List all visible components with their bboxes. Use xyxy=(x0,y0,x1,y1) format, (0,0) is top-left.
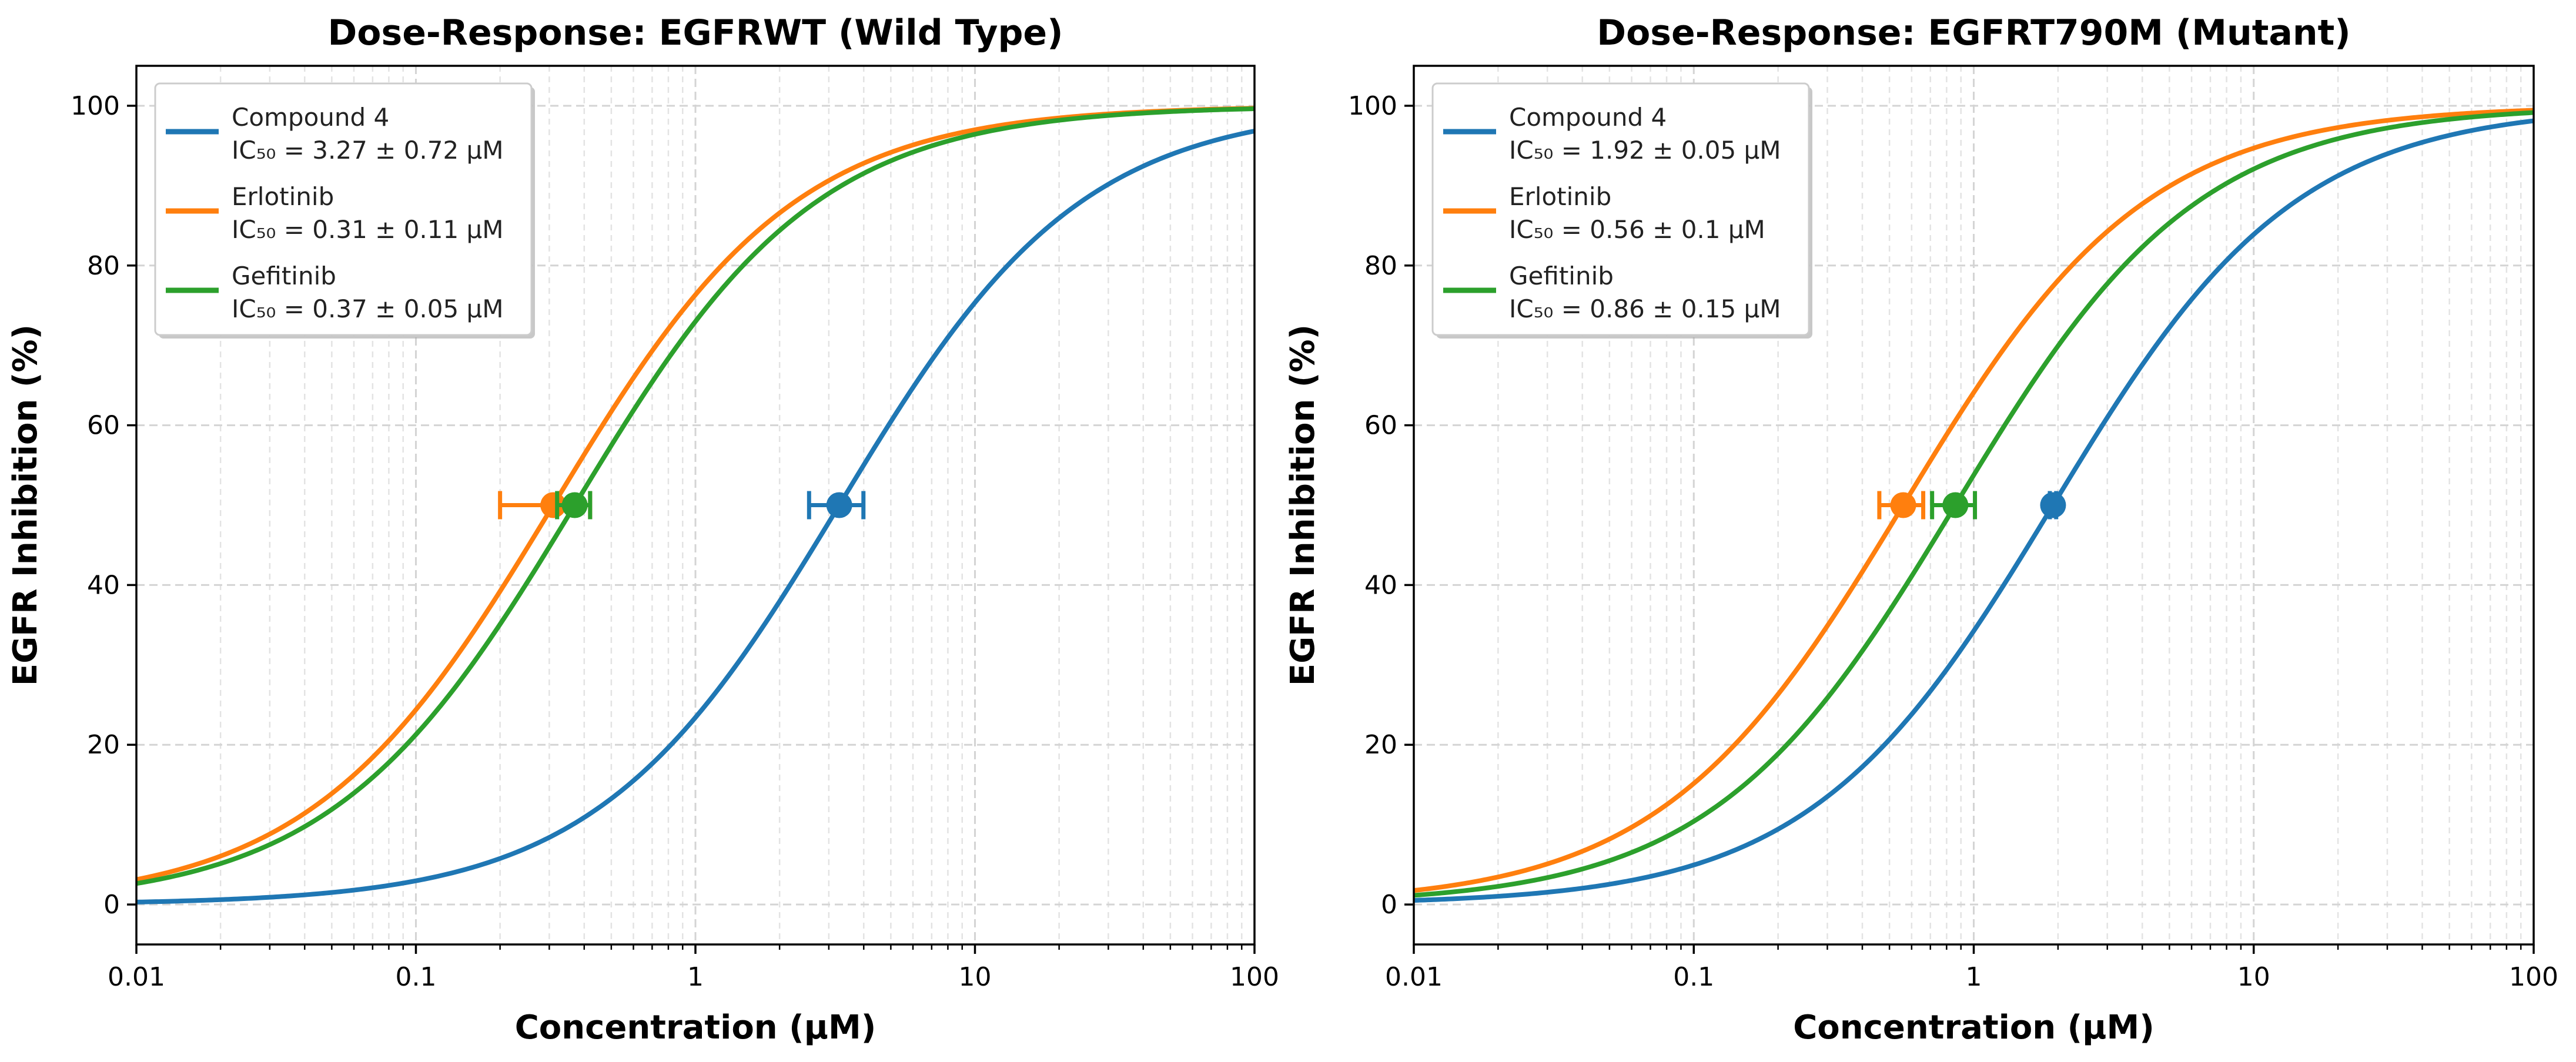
ic50-errorbar-gefitinib xyxy=(1930,491,1978,520)
x-tick-label: 0.1 xyxy=(1673,962,1714,992)
x-tick-label: 10 xyxy=(2237,962,2270,992)
legend-entry-name: Erlotinib xyxy=(1509,182,1611,211)
x-tick-label: 1 xyxy=(687,962,704,992)
ic50-errorbar-compound-4 xyxy=(807,491,866,520)
ic50-point-gefitinib xyxy=(1942,492,1969,518)
ic50-point-compound-4 xyxy=(826,492,852,518)
legend-entry-ic50: IC₅₀ = 1.92 ± 0.05 μM xyxy=(1509,136,1781,165)
legend-box xyxy=(154,82,533,336)
legend-entry-name: Compound 4 xyxy=(232,103,389,132)
y-tick-label: 100 xyxy=(1348,91,1397,121)
legend: Compound 4 IC₅₀ = 1.92 ± 0.05 μM Erlotinib… xyxy=(1431,82,1812,339)
x-tick-label: 1 xyxy=(1966,962,1982,992)
legend: Compound 4 IC₅₀ = 3.27 ± 0.72 μM Erlotinib… xyxy=(154,82,535,339)
ic50-point-gefitinib xyxy=(561,492,588,518)
legend-entry-ic50: IC₅₀ = 3.27 ± 0.72 μM xyxy=(232,136,504,165)
curve-gefitinib xyxy=(1414,110,2534,898)
legend-entry-ic50: IC₅₀ = 0.37 ± 0.05 μM xyxy=(232,294,504,323)
legend-entry-ic50: IC₅₀ = 0.86 ± 0.15 μM xyxy=(1509,294,1781,323)
legend-box xyxy=(1431,82,1810,336)
x-tick-label: 100 xyxy=(2509,962,2558,992)
ic50-errorbar-erlotinib xyxy=(1877,491,1926,520)
y-tick-label: 80 xyxy=(87,251,120,281)
x-axis-label: Concentration (μM) xyxy=(515,1009,876,1047)
ic50-point-compound-4 xyxy=(2040,492,2066,518)
curves-group xyxy=(136,106,1254,904)
legend-entry-name: Gefitinib xyxy=(1509,262,1614,290)
y-tick-label: 0 xyxy=(103,890,120,920)
chart-panel-2: 0.01 0.1 1 10 100 0 20 40 60 80 100 Dose-Response: … xyxy=(1284,12,2558,1047)
x-axis-label: Concentration (μM) xyxy=(1793,1009,2155,1047)
x-tick-label: 0.01 xyxy=(108,962,165,992)
curve-gefitinib xyxy=(136,106,1254,886)
ic50-errorbar-gefitinib xyxy=(555,491,593,520)
chart-title: Dose-Response: EGFRT790M (Mutant) xyxy=(1597,12,2350,53)
chart-title: Dose-Response: EGFRWT (Wild Type) xyxy=(327,12,1063,53)
x-tick-label: 10 xyxy=(959,962,992,992)
y-tick-label: 40 xyxy=(87,570,120,600)
y-tick-label: 100 xyxy=(71,91,120,121)
y-tick-label: 80 xyxy=(1364,251,1397,281)
x-tick-label: 0.01 xyxy=(1385,962,1443,992)
legend-entry-ic50: IC₅₀ = 0.56 ± 0.1 μM xyxy=(1509,215,1765,244)
curve-compound-4 xyxy=(1414,118,2534,903)
y-axis-label: EGFR Inhibition (%) xyxy=(1284,324,1322,686)
ic50-errorbar-compound-4 xyxy=(2040,491,2066,520)
curve-compound-4 xyxy=(136,129,1254,904)
legend-entry-ic50: IC₅₀ = 0.31 ± 0.11 μM xyxy=(232,215,504,244)
ic50-point-erlotinib xyxy=(540,492,567,518)
y-tick-label: 40 xyxy=(1364,570,1397,600)
legend-entry-name: Gefitinib xyxy=(232,262,336,290)
ic50-point-erlotinib xyxy=(1890,492,1916,518)
x-tick-label: 0.1 xyxy=(396,962,437,992)
y-tick-label: 0 xyxy=(1381,890,1397,920)
y-axis-label: EGFR Inhibition (%) xyxy=(6,324,45,686)
y-tick-label: 60 xyxy=(1364,411,1397,441)
y-tick-label: 20 xyxy=(1364,730,1397,760)
chart-panel-1: 0.01 0.1 1 10 100 0 20 40 60 80 100 Dose-Response: … xyxy=(6,12,1279,1047)
y-tick-label: 60 xyxy=(87,411,120,441)
curve-erlotinib xyxy=(1414,108,2534,893)
y-tick-label: 20 xyxy=(87,730,120,760)
legend-entry-name: Erlotinib xyxy=(232,182,334,211)
legend-entry-name: Compound 4 xyxy=(1509,103,1667,132)
x-tick-label: 100 xyxy=(1230,962,1279,992)
curves-group xyxy=(1414,108,2534,903)
